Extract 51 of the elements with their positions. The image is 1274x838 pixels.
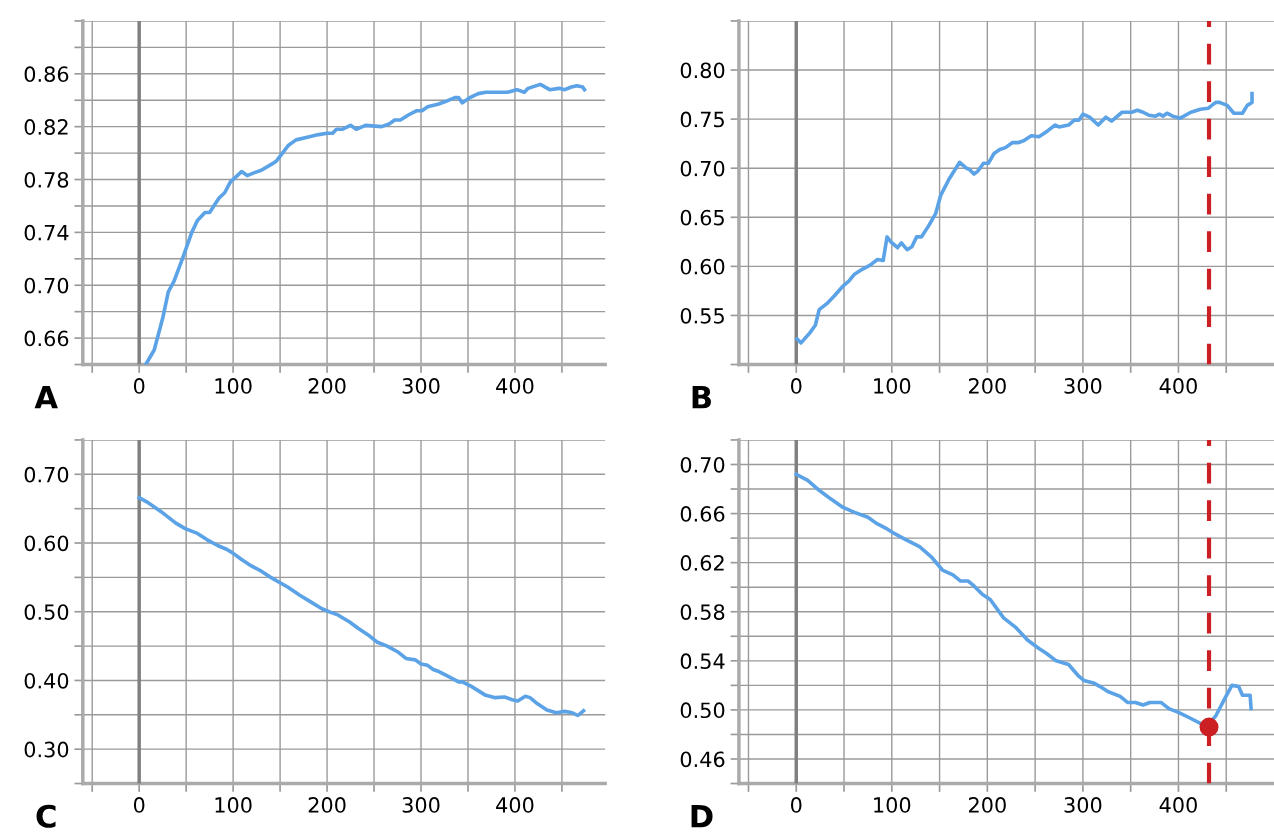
y-tick-label: 0.60 (24, 535, 69, 552)
x-tick-label: 100 (215, 378, 252, 394)
y-tick-label: 0.70 (24, 466, 69, 483)
x-tick-label: 300 (402, 378, 440, 394)
x-tick-label: 300 (1064, 378, 1102, 394)
y-tick-label: 0.46 (680, 751, 725, 768)
line-series (795, 91, 1254, 345)
x-tick-label: 400 (496, 797, 534, 813)
text: B (692, 386, 711, 409)
y-tick-label: 0.50 (680, 702, 725, 719)
x-tick-label: 200 (968, 378, 1006, 394)
x-tick-label: 400 (1159, 378, 1197, 394)
y-tick-label: 0.65 (680, 209, 724, 226)
y-tick-label: 0.30 (24, 741, 69, 758)
x-tick-label: 100 (215, 797, 252, 813)
y-tick-label: 0.55 (680, 307, 724, 324)
y-tick-label: 0.74 (24, 224, 69, 241)
x-tick-label: 200 (968, 797, 1006, 813)
x-tick-label: 200 (308, 378, 346, 394)
text: D (691, 805, 713, 828)
y-tick-label: 0.62 (680, 555, 724, 571)
x-tick-label: 300 (402, 797, 440, 813)
x-tick-label: 400 (496, 378, 534, 394)
x-tick-label: 0 (791, 378, 802, 394)
y-tick-label: 0.70 (24, 277, 69, 294)
y-tick-label: 0.80 (680, 62, 725, 79)
y-tick-label: 0.78 (24, 171, 69, 188)
y-tick-label: 0.82 (24, 119, 68, 135)
line-series (143, 82, 587, 365)
line-series (137, 495, 586, 718)
x-tick-label: 400 (1159, 797, 1197, 813)
x-tick-label: 200 (308, 797, 346, 813)
y-tick-label: 0.70 (680, 456, 725, 473)
text: A (34, 386, 58, 409)
y-tick-label: 0.70 (680, 160, 725, 177)
y-tick-label: 0.86 (24, 66, 69, 83)
x-tick-label: 300 (1064, 797, 1102, 813)
y-tick-label: 0.66 (680, 506, 725, 522)
x-tick-label: 0 (133, 797, 145, 813)
y-tick-label: 0.66 (24, 330, 69, 347)
y-tick-label: 0.60 (680, 258, 725, 275)
x-tick-label: 0 (133, 378, 145, 394)
y-tick-label: 0.58 (680, 604, 725, 620)
text: C (36, 804, 56, 828)
y-tick-label: 0.75 (680, 111, 724, 128)
y-tick-label: 0.50 (24, 604, 69, 620)
y-tick-label: 0.40 (24, 672, 69, 689)
y-tick-label: 0.54 (680, 653, 725, 670)
x-tick-label: 100 (874, 378, 911, 394)
x-tick-label: 0 (791, 797, 802, 813)
x-tick-label: 100 (874, 797, 911, 813)
